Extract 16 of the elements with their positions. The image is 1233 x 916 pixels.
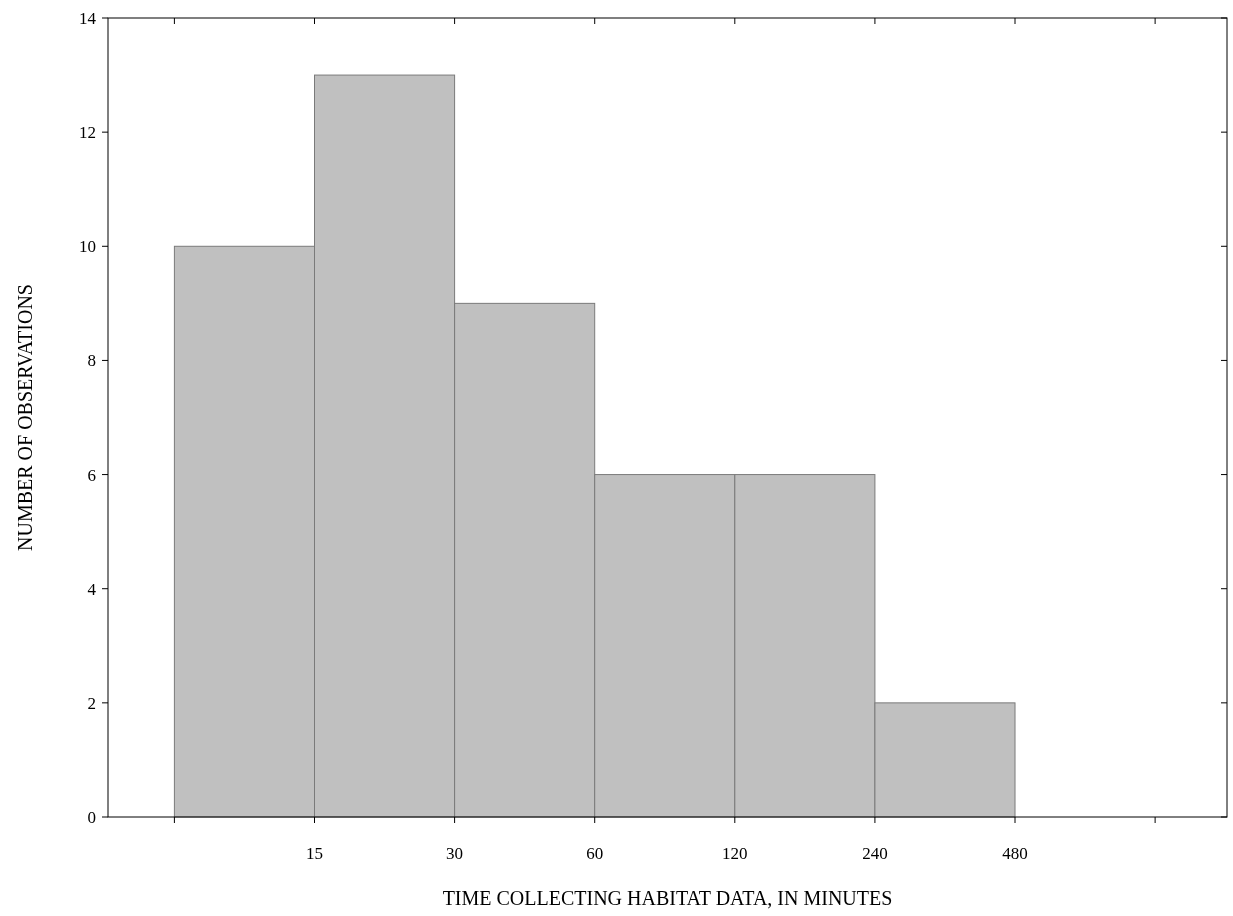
y-axis-title: NUMBER OF OBSERVATIONS [14,284,36,551]
x-tick-label: 480 [1002,844,1028,863]
x-tick-label: 60 [586,844,604,863]
x-tick-label: 120 [722,844,748,863]
y-tick-label: 8 [87,351,96,371]
x-tick-label: 30 [446,844,464,863]
y-tick-label: 6 [87,465,96,485]
x-axis-title: TIME COLLECTING HABITAT DATA, IN MINUTES [442,887,893,909]
y-tick-label: 0 [87,807,96,827]
x-tick-label: 15 [306,844,323,863]
y-tick-label: 12 [79,123,96,143]
y-tick-label: 4 [87,579,97,599]
x-tick-label: 240 [862,844,888,863]
y-tick-label: 10 [79,237,96,257]
y-tick-label: 14 [79,8,97,28]
y-tick-label: 2 [87,693,96,713]
